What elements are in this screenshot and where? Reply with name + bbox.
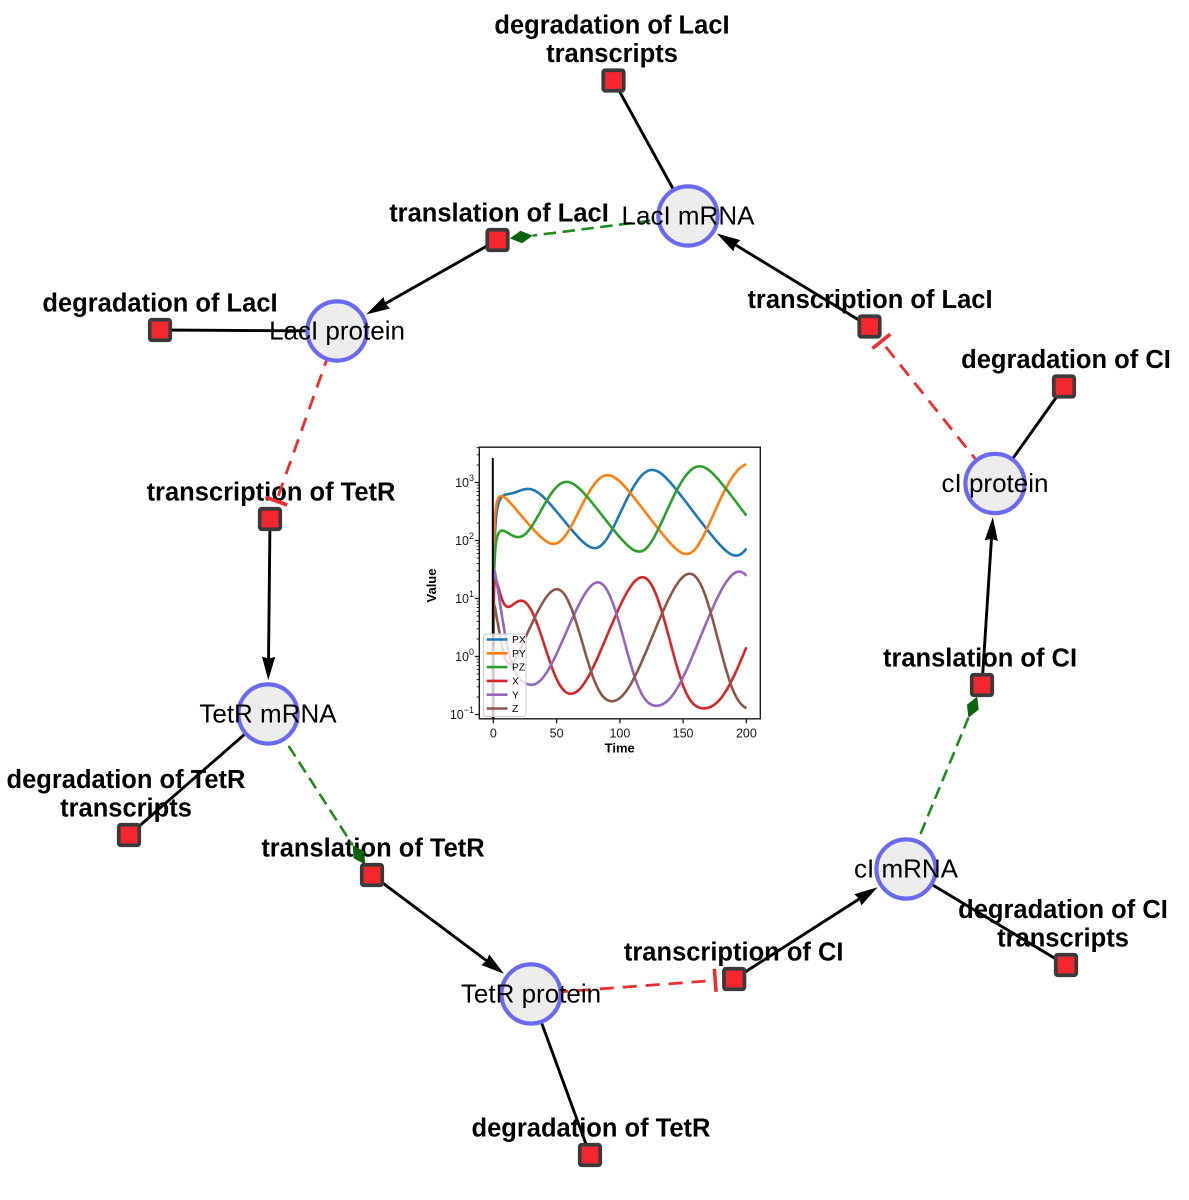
svg-text:cI protein: cI protein — [942, 468, 1049, 498]
svg-text:Y: Y — [512, 690, 519, 701]
svg-text:102: 102 — [455, 531, 474, 548]
svg-text:TetR mRNA: TetR mRNA — [199, 699, 337, 729]
svg-text:50: 50 — [550, 726, 564, 740]
svg-text:transcripts: transcripts — [546, 40, 678, 68]
svg-text:PY: PY — [512, 649, 526, 660]
svg-text:LacI protein: LacI protein — [269, 316, 405, 346]
svg-text:100: 100 — [609, 726, 630, 740]
svg-text:100: 100 — [455, 647, 474, 664]
svg-text:Value: Value — [424, 569, 439, 603]
svg-text:transcription of TetR: transcription of TetR — [147, 478, 396, 506]
svg-text:150: 150 — [673, 726, 694, 740]
svg-text:TetR protein: TetR protein — [461, 979, 601, 1009]
svg-text:degradation of TetR: degradation of TetR — [472, 1114, 711, 1142]
svg-text:cI mRNA: cI mRNA — [854, 854, 959, 884]
svg-text:translation of TetR: translation of TetR — [261, 834, 484, 862]
svg-text:transcription of CI: transcription of CI — [624, 938, 844, 966]
svg-text:translation of LacI: translation of LacI — [389, 199, 609, 227]
svg-text:PX: PX — [512, 635, 526, 646]
svg-text:translation of CI: translation of CI — [883, 644, 1077, 672]
svg-text:X: X — [512, 677, 519, 688]
svg-text:degradation of LacI: degradation of LacI — [494, 11, 729, 39]
svg-text:Time: Time — [605, 741, 635, 756]
svg-text:200: 200 — [736, 726, 757, 740]
svg-text:degradation of CI: degradation of CI — [961, 346, 1171, 374]
svg-text:Z: Z — [512, 704, 518, 715]
svg-text:degradation of TetR: degradation of TetR — [7, 766, 246, 794]
svg-text:transcripts: transcripts — [997, 924, 1129, 952]
svg-text:0: 0 — [490, 726, 497, 740]
svg-text:PZ: PZ — [512, 663, 525, 674]
svg-text:10−1: 10−1 — [450, 705, 474, 722]
svg-text:degradation of CI: degradation of CI — [958, 896, 1168, 924]
svg-text:LacI mRNA: LacI mRNA — [622, 201, 756, 231]
svg-text:101: 101 — [455, 589, 474, 606]
svg-text:degradation of LacI: degradation of LacI — [42, 289, 277, 317]
svg-text:103: 103 — [455, 473, 474, 490]
svg-text:transcription of LacI: transcription of LacI — [747, 286, 992, 314]
